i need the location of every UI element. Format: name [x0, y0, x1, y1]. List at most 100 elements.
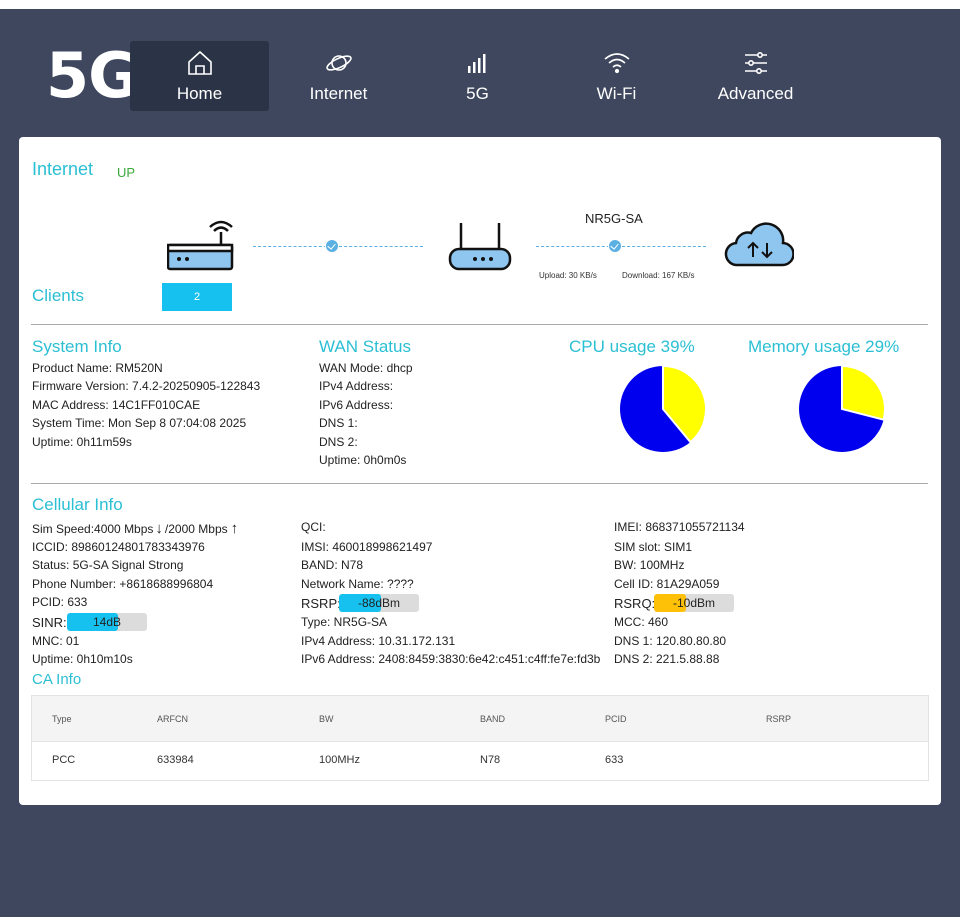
cell-ipv6: IPv6 Address: 2408:8459:3830:6e42:c451:c… [301, 652, 601, 666]
nav-advanced-label: Advanced [717, 84, 794, 103]
upload-speed: Upload: 30 KB/s [539, 271, 597, 280]
pcid: PCID: 633 [32, 595, 88, 609]
nav-5g-label: 5G [466, 84, 489, 103]
firmware-version: Firmware Version: 7.4.2-20250905-122843 [32, 379, 261, 393]
logo-5g: 5G [46, 39, 139, 112]
system-time: System Time: Mon Sep 8 07:04:08 2025 [32, 416, 247, 430]
router-icon [448, 223, 512, 271]
memory-usage-title: Memory usage 29% [748, 337, 900, 356]
imsi: IMSI: 460018998621497 [301, 540, 433, 554]
cellular-info-title: Cellular Info [32, 495, 123, 514]
home-icon [187, 50, 212, 75]
memory-pie-used [841, 364, 886, 421]
nav-5g[interactable]: 5G [408, 41, 547, 111]
dashboard-card: Internet UP NR5G-SA Upload: 30 KB/s Down… [19, 137, 941, 805]
product-name: Product Name: RM520N [32, 361, 163, 375]
nav-wifi-label: Wi-Fi [596, 84, 637, 103]
cpu-pie-used [662, 364, 707, 444]
wan-uptime: Uptime: 0h0m0s [319, 453, 407, 467]
internet-title: Internet [32, 159, 94, 179]
link-ok-icon-2 [608, 239, 622, 253]
sim-speed-up: /2000 Mbps [164, 522, 228, 536]
sim-slot: SIM slot: SIM1 [614, 540, 693, 554]
planet-icon [325, 55, 352, 71]
rsrp-bar: -88dBm [339, 594, 419, 612]
rsrq-bar-fill [654, 594, 686, 612]
internet-status-badge: UP [117, 165, 136, 180]
rsrq-label: RSRQ: [614, 596, 656, 611]
signal-bars-icon [467, 54, 485, 73]
divider-1 [31, 324, 928, 325]
memory-usage-pie [799, 364, 886, 452]
mnc: MNC: 01 [32, 634, 80, 648]
imei: IMEI: 868371055721134 [614, 520, 745, 534]
wan-dns1: DNS 1: [319, 416, 358, 430]
nav-internet[interactable]: Internet [269, 41, 408, 111]
system-uptime: Uptime: 0h11m59s [32, 435, 132, 449]
cell-status: Status: 5G-SA Signal Strong [32, 558, 184, 572]
nav-home[interactable]: Home [130, 41, 269, 111]
arrow-down-icon: ↓ [155, 520, 163, 537]
sim-speed: Sim Speed:4000 Mbps ↓/2000 Mbps ↑ [32, 520, 238, 537]
main-nav: Home Internet 5G Wi-Fi Advanced [130, 41, 825, 111]
cell-uptime: Uptime: 0h10m10s [32, 652, 133, 666]
sinr-bar-fill [67, 613, 119, 631]
system-info-title: System Info [32, 337, 122, 356]
cell-dns1: DNS 1: 120.80.80.80 [614, 634, 727, 648]
qci: QCI: [301, 520, 326, 534]
wan-status-title: WAN Status [319, 337, 411, 356]
rsrq-bar: -10dBm [654, 594, 734, 612]
clients-count-button[interactable]: 2 [162, 283, 232, 311]
phone-number: Phone Number: +8618688996804 [32, 577, 214, 591]
cell-id: Cell ID: 81A29A059 [614, 577, 720, 591]
ca-info-title: CA Info [32, 671, 82, 688]
cell-ipv4: IPv4 Address: 10.31.172.131 [301, 634, 456, 648]
cpu-usage-pie [620, 364, 707, 452]
top-strip [0, 0, 960, 9]
ca-cell-pcid: 633 [605, 754, 624, 766]
ca-info-table: Type ARFCN BW BAND PCID RSRP PCC 633984 … [31, 695, 929, 781]
mac-address: MAC Address: 14C1FF010CAE [32, 398, 201, 412]
ca-header-pcid: PCID [605, 714, 627, 724]
ca-cell-type: PCC [52, 754, 76, 766]
rsrq-value: -10dBm [672, 596, 716, 610]
iccid: ICCID: 89860124801783343976 [32, 540, 205, 554]
sinr-label: SINR: [32, 615, 67, 630]
nav-advanced[interactable]: Advanced [686, 41, 825, 111]
rsrp-value: -88dBm [357, 596, 401, 610]
band: BAND: N78 [301, 558, 364, 572]
sim-speed-down: Sim Speed:4000 Mbps [32, 522, 154, 536]
arrow-up-icon: ↑ [230, 520, 239, 537]
sliders-icon [744, 52, 767, 74]
ca-header-rsrp: RSRP [766, 714, 792, 724]
ca-table-header: Type ARFCN BW BAND PCID RSRP [32, 696, 928, 742]
rsrp-label: RSRP: [301, 596, 341, 611]
cell-bw: BW: 100MHz [614, 558, 685, 572]
cloud-icon [724, 222, 794, 267]
nav-home-label: Home [176, 84, 223, 103]
client-router-icon [167, 220, 234, 271]
network-name: Network Name: ???? [301, 577, 414, 591]
wifi-icon [603, 53, 630, 74]
mcc: MCC: 460 [614, 615, 669, 629]
ca-cell-arfcn: 633984 [157, 754, 194, 766]
wan-ipv6: IPv6 Address: [319, 398, 394, 412]
ca-header-arfcn: ARFCN [157, 714, 188, 724]
wan-ipv4: IPv4 Address: [319, 379, 394, 393]
ca-cell-band: N78 [480, 754, 501, 766]
ca-header-bw: BW [319, 714, 334, 724]
sinr-value: 14dB [92, 615, 122, 629]
divider-2 [31, 483, 928, 484]
link-ok-icon [325, 239, 339, 253]
sinr-bar: 14dB [67, 613, 147, 631]
network-type-label: NR5G-SA [585, 211, 643, 226]
clients-label: Clients [32, 286, 84, 305]
download-speed: Download: 167 KB/s [622, 271, 695, 280]
nav-wifi[interactable]: Wi-Fi [547, 41, 686, 111]
wan-mode: WAN Mode: dhcp [319, 361, 413, 375]
wan-dns2: DNS 2: [319, 435, 358, 449]
ca-cell-bw: 100MHz [319, 754, 360, 766]
ca-header-band: BAND [480, 714, 506, 724]
cell-type: Type: NR5G-SA [301, 615, 388, 629]
nav-internet-label: Internet [309, 84, 368, 103]
